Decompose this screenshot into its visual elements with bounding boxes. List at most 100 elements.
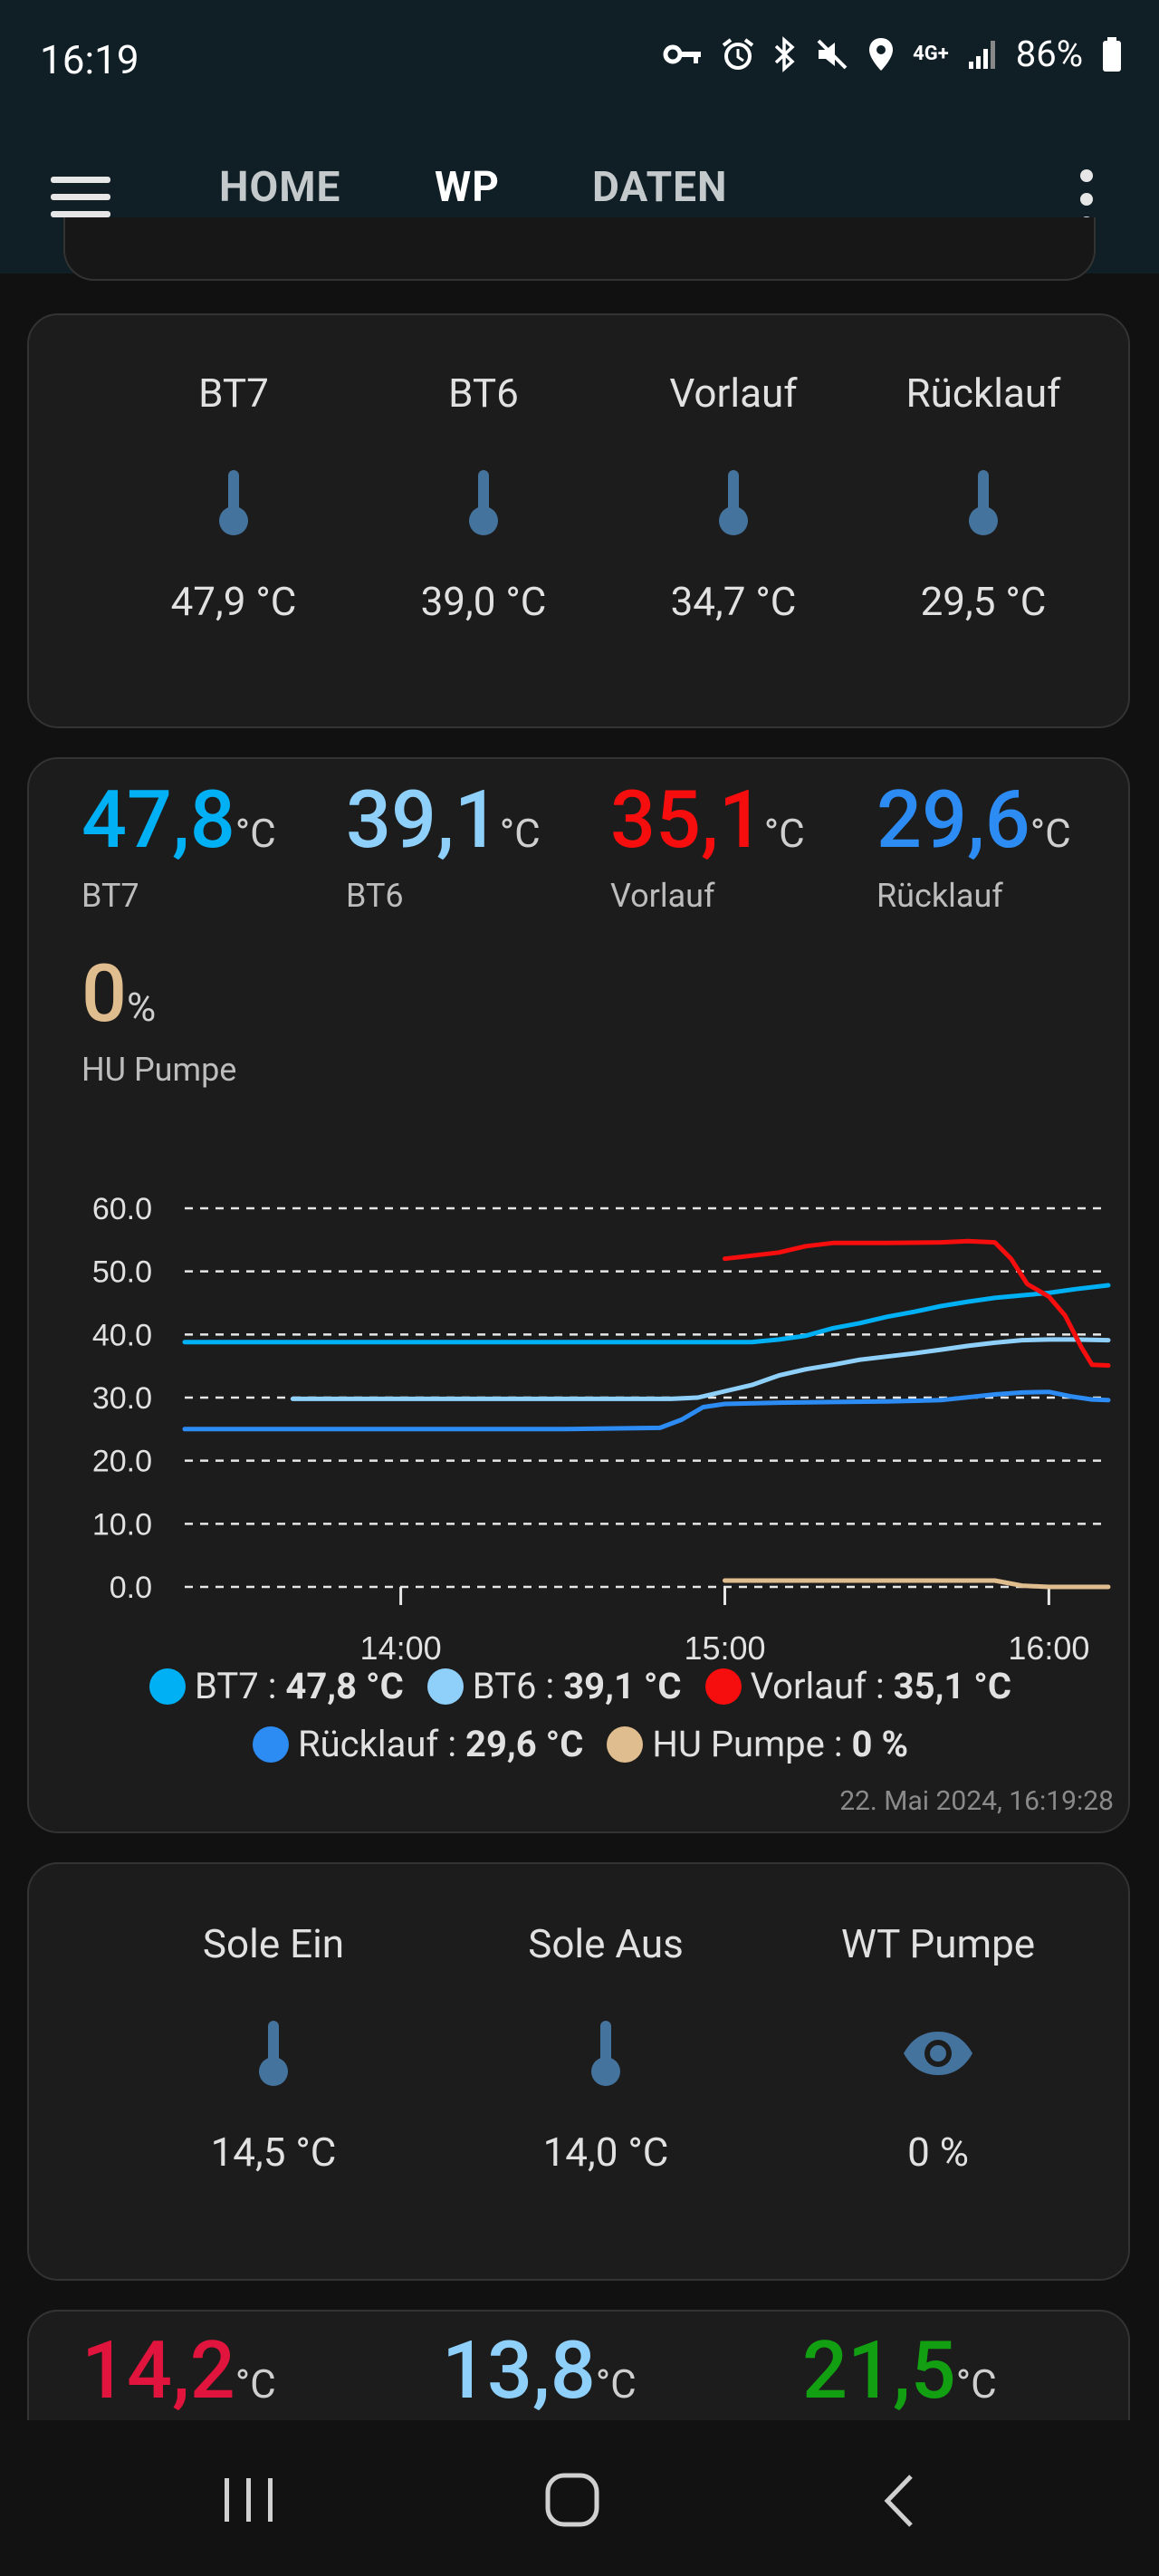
series-line-hu-pumpe (723, 1578, 1111, 1590)
menu-button[interactable] (51, 156, 132, 237)
legend-value: 39,1 °C (563, 1665, 682, 1707)
legend-bt7[interactable]: BT7:47,8 °C (148, 1665, 404, 1707)
state-label: Rücklauf (876, 877, 1003, 915)
network-type: 4G+ (913, 42, 949, 65)
graph-state-2: 13,8°C (442, 2331, 637, 2411)
legend-value: 29,6 °C (465, 1723, 584, 1765)
y-tick-label: 20.0 (92, 1445, 152, 1479)
graph-timestamp: 22. Mai 2024, 16:19:28 (839, 1785, 1114, 1817)
state-label: Vorlauf (610, 877, 715, 915)
state-value: 47,8 (81, 774, 235, 867)
thermometer-icon (359, 462, 608, 543)
tab-daten[interactable]: DATEN (592, 163, 728, 212)
y-tick-label: 50.0 (92, 1255, 152, 1290)
legend-vorlauf[interactable]: Vorlauf:35,1 °C (704, 1665, 1012, 1707)
sensor-name: Sole Ein (202, 1920, 345, 1967)
y-tick-label: 10.0 (92, 1507, 152, 1542)
tab-home[interactable]: HOME (219, 163, 341, 212)
state-label: BT6 (346, 877, 404, 915)
legend-row-1: BT7:47,8 °C BT6:39,1 °C Vorlauf:35,1 °C (29, 1665, 1132, 1707)
recent-apps-icon[interactable] (217, 2475, 281, 2525)
status-icons: 4G+ 86% (663, 33, 1123, 75)
bluetooth-icon (774, 35, 795, 72)
legend-dot (426, 1668, 464, 1705)
series-line-vorlauf (723, 1238, 1111, 1368)
battery-icon (1103, 36, 1121, 72)
sensor-name: WT Pumpe (840, 1920, 1036, 1967)
tab-wp[interactable]: WP (435, 163, 500, 212)
back-icon[interactable] (876, 2473, 922, 2529)
sensor-bt6[interactable]: BT6 39,0 °C (359, 370, 608, 625)
legend-name: HU Pumpe (652, 1723, 825, 1765)
previous-card-edge (63, 217, 1096, 281)
thermometer-icon (120, 2013, 427, 2094)
status-bar: 16:19 4G+ 86% (0, 0, 1159, 127)
sensor-sole-aus[interactable]: Sole Aus 14,0 °C (452, 1920, 760, 2176)
legend-value: 47,8 °C (285, 1665, 404, 1707)
vpn-key-icon (663, 44, 702, 63)
y-tick-label: 60.0 (92, 1192, 152, 1226)
status-time: 16:19 (40, 36, 139, 83)
mini-graph-card[interactable]: 47,8°C BT7 39,1°C BT6 35,1°C Vorlauf 29,… (27, 757, 1130, 1833)
alarm-icon (722, 37, 754, 70)
legend-dot (148, 1668, 186, 1705)
sensor-name: Vorlauf (669, 370, 798, 417)
legend-name: Vorlauf (750, 1665, 867, 1707)
state-unit: °C (1030, 810, 1071, 857)
legend-value: 35,1 °C (893, 1665, 1012, 1707)
legend-name: Rücklauf (297, 1723, 439, 1765)
state-value: 29,6 (876, 774, 1030, 867)
state-unit: °C (235, 810, 276, 857)
graph-state-bt6: 39,1°C BT6 (346, 781, 541, 916)
sensor-value: 14,5 °C (210, 2129, 337, 2176)
battery-percent: 86% (1015, 33, 1083, 75)
home-icon[interactable] (543, 2471, 601, 2529)
state-value: 13,8 (442, 2324, 596, 2417)
sensor-value: 0 % (907, 2129, 969, 2176)
state-value: 21,5 (802, 2324, 956, 2417)
legend-hu-pumpe[interactable]: HU Pumpe:0 % (607, 1723, 908, 1765)
y-tick-label: 40.0 (92, 1318, 152, 1352)
sensor-name: BT7 (198, 370, 269, 417)
legend-dot (704, 1668, 742, 1705)
sensor-name: Rücklauf (905, 370, 1061, 417)
state-unit: % (127, 984, 157, 1031)
sensor-sole-ein[interactable]: Sole Ein 14,5 °C (120, 1920, 427, 2176)
thermometer-icon (109, 462, 359, 543)
state-unit: °C (595, 2360, 637, 2408)
graph-state-ruecklauf: 29,6°C Rücklauf (876, 781, 1071, 916)
eye-icon (784, 2013, 1092, 2094)
state-unit: °C (763, 810, 805, 857)
mute-icon (817, 39, 848, 69)
graph-state-vorlauf: 35,1°C Vorlauf (610, 781, 805, 916)
thermometer-icon (608, 462, 858, 543)
sensor-bt7[interactable]: BT7 47,9 °C (109, 370, 359, 625)
state-unit: °C (499, 810, 541, 857)
state-unit: °C (235, 2360, 276, 2408)
sensor-card-sole: Sole Ein 14,5 °C Sole Aus 14,0 °C WT Pum… (27, 1862, 1130, 2281)
sensor-value: 14,0 °C (542, 2129, 669, 2176)
legend-name: BT7 (194, 1665, 259, 1707)
graph-state-3: 21,5°C (802, 2331, 997, 2411)
sensor-value: 29,5 °C (920, 578, 1047, 625)
legend-name: BT6 (472, 1665, 537, 1707)
legend-row-2: Rücklauf:29,6 °C HU Pumpe:0 % (29, 1723, 1132, 1765)
sensor-value: 47,9 °C (170, 578, 297, 625)
state-label: BT7 (81, 877, 139, 915)
sensor-value: 39,0 °C (420, 578, 547, 625)
thermometer-icon (858, 462, 1108, 543)
location-icon (869, 37, 894, 71)
sensor-card-temperatures: BT7 47,9 °C BT6 39,0 °C Vorlauf 34,7 °C … (27, 313, 1130, 728)
legend-ruecklauf[interactable]: Rücklauf:29,6 °C (252, 1723, 584, 1765)
signal-icon (968, 40, 995, 69)
legend-bt6[interactable]: BT6:39,1 °C (426, 1665, 682, 1707)
series-line-bt7 (182, 1283, 1111, 1345)
sensor-wt-pumpe[interactable]: WT Pumpe 0 % (784, 1920, 1092, 2176)
y-tick-label: 30.0 (92, 1381, 152, 1416)
sensor-ruecklauf[interactable]: Rücklauf 29,5 °C (858, 370, 1108, 625)
sensor-vorlauf[interactable]: Vorlauf 34,7 °C (608, 370, 858, 625)
sensor-name: BT6 (448, 370, 519, 417)
graph-state-bt7: 47,8°C BT7 (81, 781, 276, 916)
state-unit: °C (955, 2360, 997, 2408)
legend-value: 0 % (851, 1723, 909, 1765)
